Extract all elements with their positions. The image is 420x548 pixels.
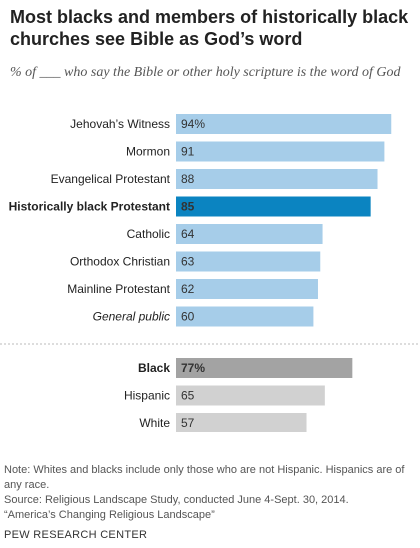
category-label-mormon: Mormon (126, 145, 170, 159)
bar-mainline-protestant (176, 279, 318, 299)
chart-subtitle: % of ___ who say the Bible or other holy… (10, 65, 401, 80)
value-label-hispanic: 65 (181, 389, 195, 403)
value-label-catholic: 64 (181, 227, 195, 241)
bar-mormon (176, 141, 385, 162)
category-label-evangelical-protestant: Evangelical Protestant (51, 172, 171, 186)
category-label-hispanic: Hispanic (124, 389, 170, 403)
value-label-mainline-protestant: 62 (181, 282, 195, 296)
bar-white (176, 413, 307, 432)
value-label-evangelical-protestant: 88 (181, 172, 195, 186)
category-label-catholic: Catholic (127, 227, 170, 241)
category-label-white: White (139, 416, 170, 430)
value-label-orthodox-christian: 63 (181, 255, 195, 269)
value-label-white: 57 (181, 416, 195, 430)
chart-note: Note: Whites and blacks include only tho… (4, 464, 405, 491)
bar-catholic (176, 224, 323, 244)
bar-general-public (176, 306, 314, 327)
category-label-black: Black (138, 361, 170, 375)
category-label-mainline-protestant: Mainline Protestant (67, 282, 170, 296)
religion-bar-group: Jehovah’s Witness 94% Mormon 91 Evangelical … (9, 114, 392, 327)
value-label-jehovah-s-witness: 94% (181, 117, 205, 131)
chart-source: Source: Religious Landscape Study, condu… (4, 493, 414, 523)
race-bar-group: Black 77% Hispanic 65 White 57 (124, 358, 353, 432)
value-label-mormon: 91 (181, 145, 195, 159)
bar-orthodox-christian (176, 251, 321, 272)
bar-chart: Jehovah’s Witness 94% Mormon 91 Evangelical … (0, 114, 420, 432)
source-line-2: “America’s Changing Religious Landscape” (4, 509, 215, 521)
brand-label: PEW RESEARCH CENTER (4, 529, 148, 541)
category-label-orthodox-christian: Orthodox Christian (70, 255, 170, 269)
bar-evangelical-protestant (176, 169, 378, 189)
category-label-historically-black-protestant: Historically black Protestant (9, 200, 170, 214)
bar-hispanic (176, 385, 325, 406)
bar-historically-black-protestant (176, 196, 371, 217)
value-label-black: 77% (181, 361, 205, 375)
bar-jehovah-s-witness (176, 114, 392, 134)
bar-black (176, 358, 353, 378)
value-label-general-public: 60 (181, 310, 195, 324)
category-label-general-public: General public (93, 310, 170, 324)
chart-title: Most blacks and members of historically … (10, 7, 409, 49)
source-line-1: Source: Religious Landscape Study, condu… (4, 494, 349, 506)
value-label-historically-black-protestant: 85 (181, 200, 195, 214)
category-label-jehovah-s-witness: Jehovah’s Witness (70, 117, 170, 131)
